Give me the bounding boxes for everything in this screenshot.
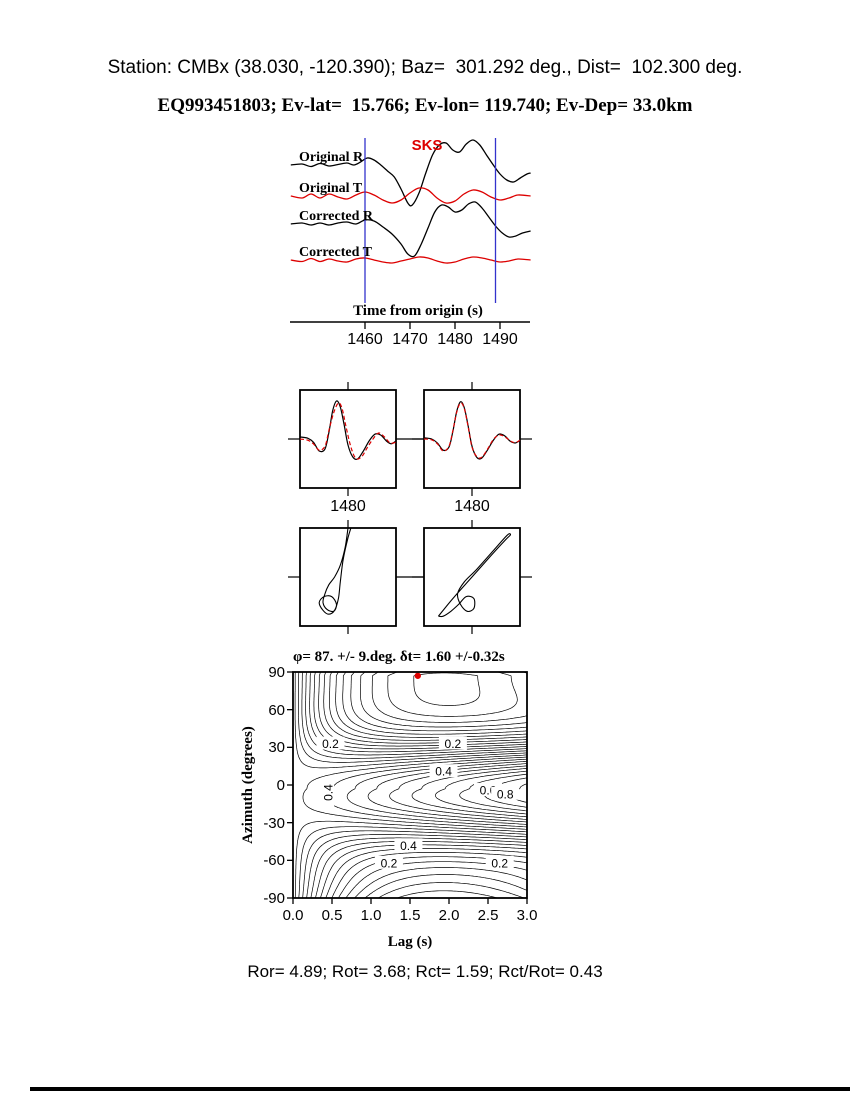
lag-tick-label: 2.5 [478, 907, 499, 924]
trace-corrected-t [290, 256, 531, 264]
lag-tick-label: 1.0 [361, 907, 382, 924]
contour-label-mask [485, 855, 514, 869]
contour-level-path [459, 773, 528, 812]
contour-label: 0.2 [491, 856, 508, 870]
azimuth-tick-label: 0 [277, 777, 285, 794]
contour-level-path [411, 768, 528, 818]
time-axis [290, 321, 530, 329]
azimuth-tick-label: -90 [263, 890, 285, 907]
contour-level-path [294, 671, 528, 898]
contour-label: 0.2 [381, 856, 398, 870]
contour-label-mask [374, 855, 403, 869]
best-solution-marker [414, 672, 421, 679]
trace-label-corrected-t: Corrected T [299, 245, 373, 260]
contour-annotations: 0.2 0.20.40.60.4 0.80.40.2 0.2 [316, 672, 520, 870]
pulse-and-particle-motion-panels [288, 382, 532, 634]
contour-label-group: 0.4 [321, 778, 336, 807]
azimuth-tick-label: 60 [268, 702, 285, 719]
pulse-tick-label: 1480 [330, 498, 366, 515]
contour-label-mask [321, 778, 335, 807]
contour-label-mask [316, 736, 345, 750]
contour-label-mask [438, 736, 467, 750]
error-surface-contours [294, 671, 528, 899]
contour-label-mask [394, 838, 423, 852]
contour-level-path [387, 671, 518, 899]
contour-label: 0.4 [435, 765, 452, 779]
lag-tick-label: 1.5 [400, 907, 421, 924]
contour-level-path [360, 671, 528, 899]
trace-label-corrected-r: Corrected R [299, 209, 374, 224]
pulse-trace-red [423, 402, 521, 459]
time-tick-label: 1480 [437, 331, 473, 348]
analysis-window-lines [364, 138, 497, 303]
contour-level-path [302, 756, 528, 830]
pulse-tick-label: 1480 [454, 498, 490, 515]
lag-tick-label: 3.0 [517, 907, 538, 924]
time-axis-label: Time from origin (s) [353, 303, 483, 319]
corrected-particle-motion-path [437, 533, 512, 618]
contour-level-path [371, 671, 528, 899]
contour-label: 0.2 [445, 737, 462, 751]
pulse-box-frame [423, 389, 521, 489]
azimuth-tick-label: 90 [268, 664, 285, 681]
stats-footer: Ror= 4.89; Rot= 3.68; Rct= 1.59; Rct/Rot… [247, 962, 603, 981]
contour-level-path [298, 671, 528, 899]
contour-frame [287, 671, 528, 904]
pulse-trace-black [299, 400, 397, 461]
lag-axis-label: Lag (s) [388, 934, 433, 950]
pulse-trace-red [299, 402, 397, 460]
azimuth-tick-label: 30 [268, 739, 285, 756]
time-tick-label: 1460 [347, 331, 383, 348]
contour-label-mask [429, 764, 458, 778]
trace-label-original-t: Original T [299, 181, 363, 196]
contour-label-mask [491, 786, 520, 800]
pulse-trace-black [423, 401, 521, 460]
lag-tick-label: 2.0 [439, 907, 460, 924]
azimuth-tick-label: -30 [263, 815, 285, 832]
pulse-box-frame [299, 389, 397, 489]
trace-original-t [290, 187, 531, 204]
contour-label: 0.4 [322, 784, 336, 801]
time-tick-label: 1490 [482, 331, 518, 348]
contour-level-path [435, 770, 528, 815]
azimuth-axis-label: Azimuth (degrees) [240, 726, 256, 844]
lag-tick-label: 0.5 [322, 907, 343, 924]
contour-label: 0.2 [322, 737, 339, 751]
station-header: Station: CMBx (38.030, -120.390); Baz= 3… [107, 57, 743, 78]
lag-tick-label: 0.0 [283, 907, 304, 924]
original-particle-motion-path [318, 527, 352, 615]
splitting-result-title: φ= 87. +/- 9.deg. δt= 1.60 +/-0.32s [293, 649, 505, 665]
time-tick-label: 1470 [392, 331, 428, 348]
contour-label: 0.4 [400, 839, 417, 853]
contour-level-path [413, 672, 481, 706]
phase-label-sks: SKS [412, 137, 443, 154]
contour-level-path [305, 671, 528, 898]
contour-level-path [346, 760, 528, 825]
azimuth-tick-label: -60 [263, 852, 285, 869]
contour-label: 0.8 [497, 787, 514, 801]
contour-level-path [350, 671, 528, 899]
contour-level-path [301, 671, 528, 899]
event-header: EQ993451803; Ev-lat= 15.766; Ev-lon= 119… [157, 95, 693, 116]
contour-level-path [329, 671, 528, 899]
hodogram-box-frame [299, 527, 397, 627]
page-edge-line [30, 1087, 850, 1091]
trace-label-original-r: Original R [299, 150, 364, 165]
